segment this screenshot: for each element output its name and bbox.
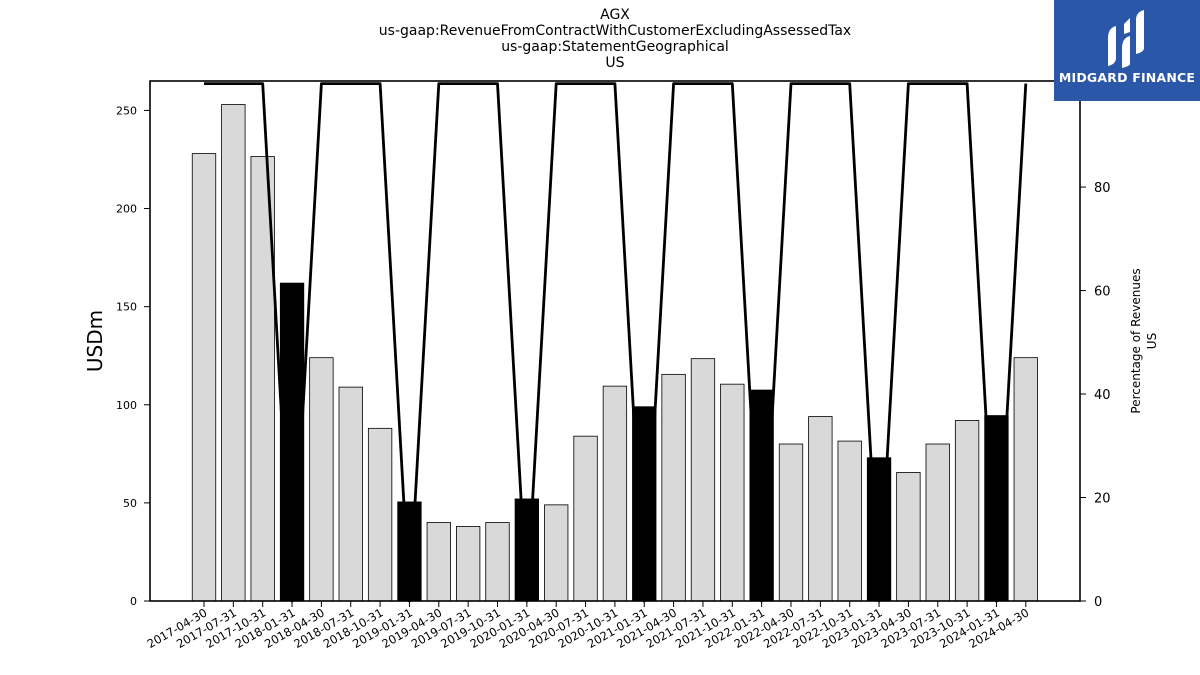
bar-2017-04-30	[191, 153, 217, 602]
chart-subtitle-concept: us-gaap:RevenueFromContractWithCustomerE…	[378, 23, 852, 39]
y-tick-label: 150	[116, 301, 137, 314]
bar-2022-07-31	[808, 416, 833, 602]
y-tick-label: 0	[130, 595, 137, 608]
y2-axis-label-line2: US	[1145, 333, 1159, 349]
bar-2019-07-31	[455, 526, 481, 602]
bar-2022-10-31	[837, 440, 862, 602]
midgard-finance-logo: MIDGARD FINANCE	[1054, 0, 1200, 101]
bar-2019-04-30	[426, 522, 451, 602]
bar-2018-10-31	[367, 427, 393, 602]
bar-2020-04-30	[544, 504, 569, 602]
y-tick-label: 250	[116, 104, 137, 117]
y2-tick-label: 20	[1094, 492, 1111, 507]
bar-2023-07-31	[925, 443, 950, 602]
midgard-logo-icon	[1108, 10, 1144, 68]
y-tick-label: 200	[116, 203, 137, 216]
percentage-line	[204, 82, 1028, 603]
bar-2017-07-31	[221, 104, 246, 602]
bar-2021-07-31	[690, 358, 716, 602]
y-tick-label: 50	[123, 497, 137, 510]
bar-2022-04-30	[778, 443, 804, 602]
y2-tick-label: 80	[1094, 181, 1111, 196]
bar-2020-07-31	[573, 435, 598, 602]
y2-tick-label: 0	[1094, 595, 1102, 610]
y2-axis-label-line1: Percentage of Revenues	[1129, 268, 1143, 413]
bar-2024-04-30	[1013, 357, 1038, 602]
bar-2018-04-30	[309, 357, 334, 602]
bar-2022-01-31	[749, 389, 774, 602]
bar-2019-10-31	[485, 522, 510, 602]
bar-2023-10-31	[954, 420, 980, 602]
bar-2023-04-30	[896, 472, 921, 602]
chart-subtitle-axis: us-gaap:StatementGeographical	[501, 39, 729, 55]
bar-2018-07-31	[338, 386, 363, 602]
y2-tick-label: 40	[1094, 388, 1111, 403]
bar-2020-10-31	[602, 385, 628, 602]
chart-title: AGX	[600, 7, 630, 23]
bar-2021-10-31	[720, 383, 745, 602]
chart-subtitle-member: US	[605, 55, 625, 71]
bar-2021-04-30	[661, 373, 686, 602]
logo-text: MIDGARD FINANCE	[1058, 70, 1196, 85]
y-tick-label: 100	[116, 399, 137, 412]
y2-tick-label: 60	[1094, 285, 1111, 300]
y-axis-label: USDm	[83, 310, 107, 372]
